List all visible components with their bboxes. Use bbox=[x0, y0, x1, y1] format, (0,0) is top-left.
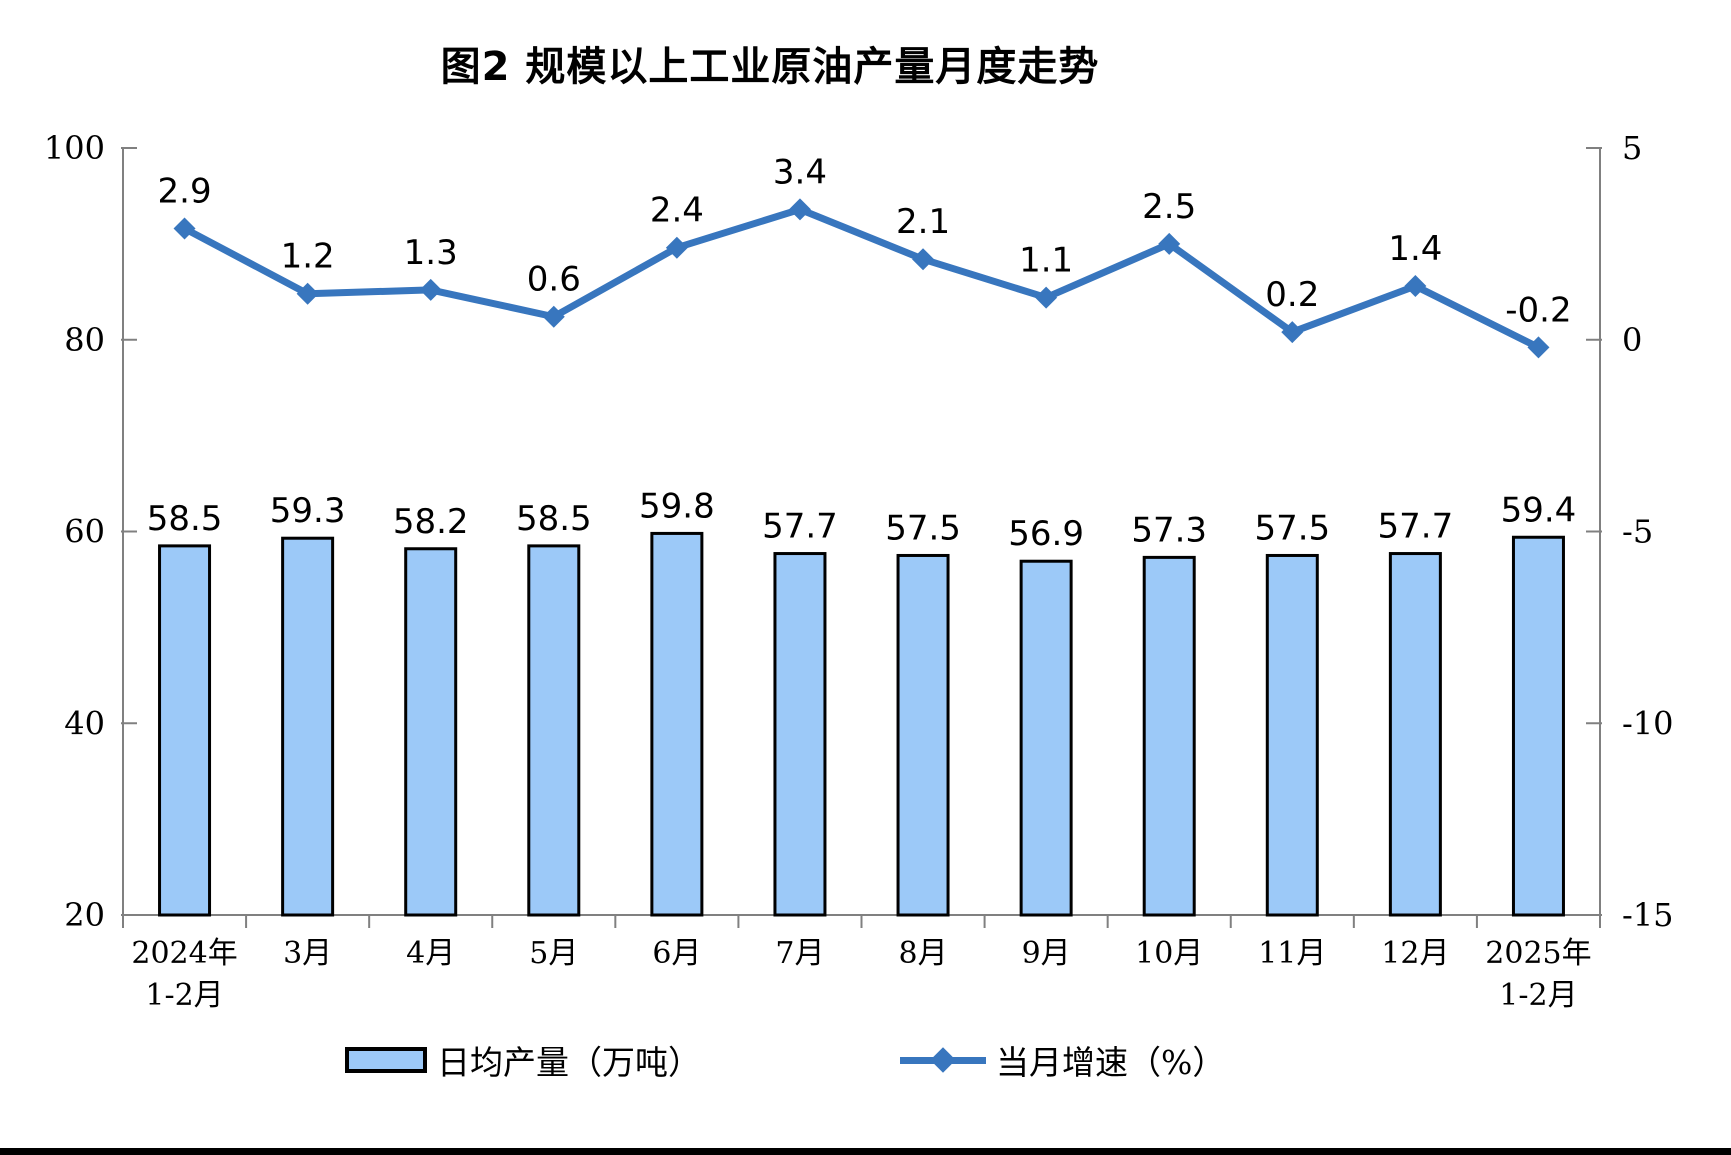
line-series-swatch bbox=[900, 1047, 986, 1073]
left-axis-tick-label: 60 bbox=[64, 513, 105, 551]
x-category-label: 2024年 1-2月 bbox=[131, 936, 237, 1013]
x-category-label: 5月 bbox=[529, 936, 578, 971]
bar-value-label: 59.3 bbox=[270, 491, 346, 531]
x-category-label: 8月 bbox=[898, 936, 947, 971]
right-axis-tick-label: 0 bbox=[1622, 321, 1642, 359]
growth-line bbox=[181, 205, 1542, 351]
bar-value-label: 59.4 bbox=[1501, 490, 1577, 530]
legend-item-line-series: 当月增速（%） bbox=[900, 1036, 1225, 1084]
bar-series-swatch bbox=[345, 1047, 427, 1073]
line-value-label: 0.2 bbox=[1265, 275, 1319, 315]
diamond-marker-icon bbox=[930, 1047, 956, 1073]
bar-value-label: 57.7 bbox=[762, 507, 838, 547]
x-category-label: 12月 bbox=[1381, 936, 1449, 971]
bar-value-label: 57.5 bbox=[1254, 508, 1330, 548]
bar bbox=[896, 553, 950, 917]
legend-label-line-series: 当月增速（%） bbox=[996, 1043, 1226, 1082]
bar-value-label: 57.5 bbox=[885, 508, 961, 548]
x-category-label: 3月 bbox=[283, 936, 332, 971]
line-marker bbox=[1527, 336, 1550, 359]
line-value-label: 2.5 bbox=[1142, 187, 1196, 227]
bar bbox=[1019, 559, 1073, 917]
line-marker bbox=[1158, 232, 1181, 255]
bar bbox=[1265, 553, 1319, 917]
chart-title: 图2 规模以上工业原油产量月度走势 bbox=[440, 44, 1100, 90]
left-axis-tick-label: 20 bbox=[64, 896, 105, 934]
line-value-label: 2.4 bbox=[650, 191, 704, 231]
right-axis-tick-label: -5 bbox=[1622, 513, 1653, 551]
x-category-label: 4月 bbox=[406, 936, 455, 971]
bar bbox=[773, 552, 827, 917]
bar bbox=[1388, 552, 1442, 917]
line-value-label: -0.2 bbox=[1505, 290, 1571, 330]
bottom-divider bbox=[0, 1148, 1731, 1155]
line-value-label: 1.2 bbox=[281, 237, 335, 277]
line-marker bbox=[419, 278, 442, 301]
bar bbox=[527, 544, 581, 917]
x-category-label: 10月 bbox=[1135, 936, 1203, 971]
line-value-label: 1.1 bbox=[1019, 241, 1073, 281]
bar bbox=[158, 544, 212, 917]
line-value-label: 3.4 bbox=[773, 152, 827, 192]
line-value-label: 2.1 bbox=[896, 202, 950, 242]
right-axis-tick-label: -15 bbox=[1622, 896, 1674, 934]
legend-label-bar-series: 日均产量（万吨） bbox=[437, 1043, 701, 1082]
bar bbox=[281, 536, 335, 917]
left-axis-tick-label: 40 bbox=[64, 704, 105, 742]
x-category-label: 6月 bbox=[652, 936, 701, 971]
bar-value-label: 59.8 bbox=[639, 486, 715, 526]
bar bbox=[1511, 535, 1565, 917]
bar bbox=[404, 547, 458, 917]
bar-value-label: 58.5 bbox=[516, 499, 592, 539]
bar-value-label: 58.2 bbox=[393, 502, 469, 542]
line-marker bbox=[296, 282, 319, 305]
bar-value-label: 57.3 bbox=[1131, 510, 1207, 550]
x-category-label: 7月 bbox=[775, 936, 824, 971]
bar-value-label: 56.9 bbox=[1008, 514, 1084, 554]
line-value-label: 0.6 bbox=[527, 260, 581, 300]
x-category-label: 11月 bbox=[1258, 936, 1326, 971]
line-marker bbox=[788, 198, 811, 221]
x-category-label: 9月 bbox=[1022, 936, 1071, 971]
line-marker bbox=[912, 248, 935, 271]
left-axis-tick-label: 80 bbox=[64, 321, 105, 359]
left-axis-tick-label: 100 bbox=[44, 129, 105, 167]
line-marker bbox=[173, 217, 196, 240]
bar bbox=[650, 531, 704, 917]
line-marker bbox=[1035, 286, 1058, 309]
line-value-label: 2.9 bbox=[158, 172, 212, 212]
bar-value-label: 58.5 bbox=[147, 499, 223, 539]
right-axis-tick-label: 5 bbox=[1622, 129, 1642, 167]
right-axis-tick-label: -10 bbox=[1622, 704, 1674, 742]
line-marker bbox=[665, 236, 688, 259]
line-value-label: 1.3 bbox=[404, 233, 458, 273]
bar-value-label: 57.7 bbox=[1378, 507, 1454, 547]
bar bbox=[1142, 555, 1196, 917]
line-marker bbox=[542, 305, 565, 328]
line-marker bbox=[1404, 275, 1427, 298]
legend-item-bar-series: 日均产量（万吨） bbox=[345, 1036, 701, 1084]
line-value-label: 1.4 bbox=[1388, 229, 1442, 269]
line-marker bbox=[1281, 321, 1304, 344]
x-category-label: 2025年 1-2月 bbox=[1485, 936, 1591, 1013]
